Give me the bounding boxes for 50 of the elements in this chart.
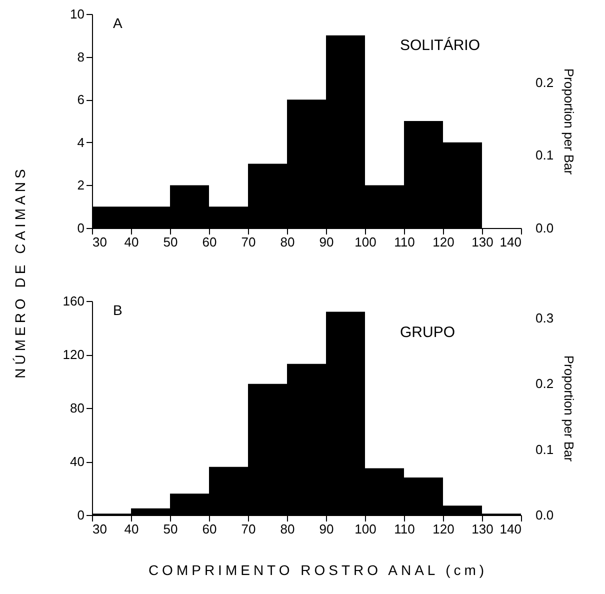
y-tick-label: 0 — [77, 220, 84, 236]
y-tick-label: 40 — [70, 454, 84, 469]
x-axis-title: COMPRIMENTO ROSTRO ANAL (cm) — [148, 562, 488, 578]
y2-tick-label: 0.0 — [536, 220, 554, 236]
x-tick-label: 60 — [202, 234, 217, 250]
y2-tick-label: 0.2 — [536, 376, 554, 392]
x-tick-label: 130 — [472, 522, 494, 536]
x-tick-label: 70 — [241, 522, 256, 536]
y-axis-title: NÚMERO DE CAIMANS — [12, 166, 28, 378]
x-tick-label: 110 — [394, 522, 415, 536]
y2-tick-label: 0.3 — [536, 310, 554, 326]
x-tick-label: 100 — [354, 522, 376, 536]
x-tick-label: 120 — [432, 234, 454, 250]
y2-tick-label: 0.1 — [536, 148, 554, 163]
x-tick-label: 130 — [472, 234, 494, 250]
y2-tick-label: 0.1 — [536, 442, 554, 457]
x-tick-label: 90 — [319, 522, 334, 536]
annotation: A — [113, 15, 123, 31]
x-tick-label: 80 — [280, 522, 295, 536]
y-tick-label: 2 — [77, 178, 84, 193]
x-tick-label: 140 — [500, 522, 522, 536]
annotation: B — [113, 302, 122, 318]
y-tick-label: 160 — [62, 294, 84, 308]
y2-tick-label: 0.0 — [536, 508, 554, 522]
y-tick-label: 0 — [77, 508, 84, 522]
x-tick-label: 80 — [280, 234, 295, 250]
x-tick-label: 90 — [319, 234, 334, 250]
annotation: GRUPO — [400, 324, 456, 341]
x-tick-label: 40 — [124, 522, 139, 536]
x-tick-label: 40 — [124, 234, 139, 250]
x-tick-label: 110 — [394, 234, 415, 250]
y-tick-label: 80 — [70, 400, 84, 416]
x-tick-label: 100 — [354, 234, 376, 250]
y-tick-label: 8 — [77, 49, 84, 64]
x-tick-label: 120 — [432, 522, 454, 536]
y2-axis-title: Proportion per Bar — [562, 355, 577, 462]
x-tick-label: 50 — [163, 522, 178, 536]
y-tick-label: 120 — [62, 347, 84, 362]
y-tick-label: 10 — [70, 6, 84, 22]
y2-tick-label: 0.2 — [536, 74, 554, 90]
x-tick-label: 30 — [92, 234, 107, 250]
annotation: SOLITÁRIO — [400, 36, 480, 54]
x-tick-label: 60 — [202, 522, 217, 536]
x-tick-label: 70 — [241, 234, 256, 250]
x-tick-label: 50 — [163, 234, 178, 250]
y-tick-label: 6 — [77, 92, 84, 108]
y-tick-label: 4 — [77, 134, 84, 150]
x-tick-label: 30 — [92, 522, 107, 536]
x-tick-label: 140 — [500, 234, 522, 250]
y2-axis-title: Proportion per Bar — [562, 68, 577, 176]
